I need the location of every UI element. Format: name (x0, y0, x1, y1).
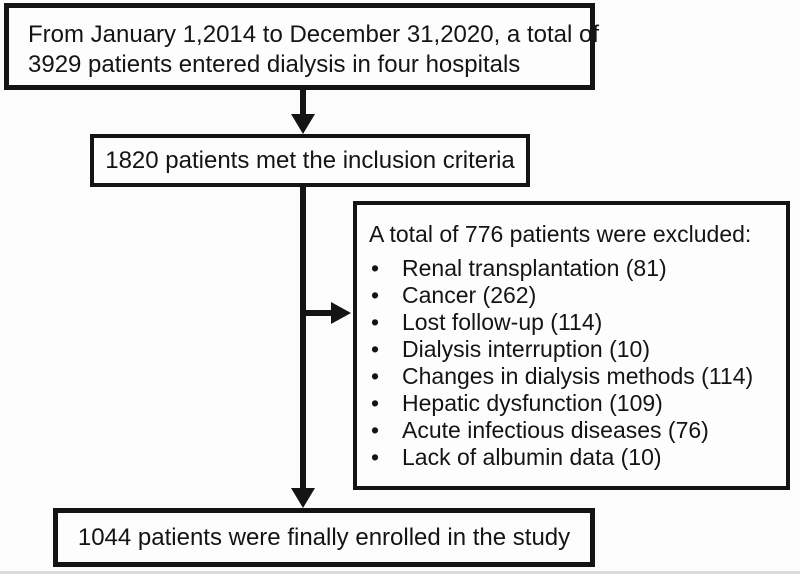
arrow-down-icon (291, 488, 315, 508)
bullet-icon: • (371, 363, 380, 389)
exclusion-list-item: • Changes in dialysis methods (114) (369, 363, 778, 390)
exclusion-list-item: • Acute infectious diseases (76) (369, 417, 778, 444)
exclusion-item-label: Lack of albumin data (10) (402, 444, 662, 470)
bullet-icon: • (371, 390, 380, 416)
flow-box-inclusion-criteria: 1820 patients met the inclusion criteria (90, 134, 530, 187)
exclusion-list-item: • Dialysis interruption (10) (369, 336, 778, 363)
arrow-down-line (300, 90, 306, 118)
flow-box-exclusions: A total of 776 patients were excluded: •… (353, 201, 790, 490)
flow-box-dialysis-period: From January 1,2014 to December 31,2020,… (4, 3, 599, 90)
arrow-down-line (300, 187, 306, 490)
arrow-right-line (303, 310, 333, 316)
exclusion-list-item: • Cancer (262) (369, 282, 778, 309)
exclusion-item-label: Dialysis interruption (10) (402, 336, 650, 362)
exclusion-list-item: • Lost follow-up (114) (369, 309, 778, 336)
exclusion-item-label: Hepatic dysfunction (109) (402, 390, 663, 416)
bullet-icon: • (371, 255, 380, 281)
bullet-icon: • (371, 417, 380, 443)
flow-box-text: 1044 patients were finally enrolled in t… (77, 523, 571, 551)
bullet-icon: • (371, 444, 380, 470)
exclusion-item-label: Renal transplantation (81) (402, 255, 667, 281)
flow-box-text-line: 3929 patients entered dialysis in four h… (28, 51, 521, 78)
flow-box-text-line: From January 1,2014 to December 31,2020,… (28, 21, 599, 48)
exclusion-title: A total of 776 patients were excluded: (369, 221, 752, 247)
bullet-icon: • (371, 282, 380, 308)
exclusion-list-item: • Hepatic dysfunction (109) (369, 390, 778, 417)
exclusion-item-label: Changes in dialysis methods (114) (402, 363, 754, 389)
exclusion-list-item: • Renal transplantation (81) (369, 255, 778, 282)
exclusion-item-label: Cancer (262) (402, 282, 537, 308)
figure-bottom-edge (0, 571, 800, 574)
arrow-down-icon (291, 114, 315, 134)
exclusion-item-label: Lost follow-up (114) (402, 309, 603, 335)
arrow-right-icon (331, 302, 351, 324)
flow-box-text: 1820 patients met the inclusion criteria (105, 146, 515, 174)
bullet-icon: • (371, 336, 380, 362)
exclusion-list-item: • Lack of albumin data (10) (369, 444, 778, 471)
exclusion-item-label: Acute infectious diseases (76) (402, 417, 709, 443)
bullet-icon: • (371, 309, 380, 335)
flow-box-final-enrollment: 1044 patients were finally enrolled in t… (53, 508, 595, 567)
